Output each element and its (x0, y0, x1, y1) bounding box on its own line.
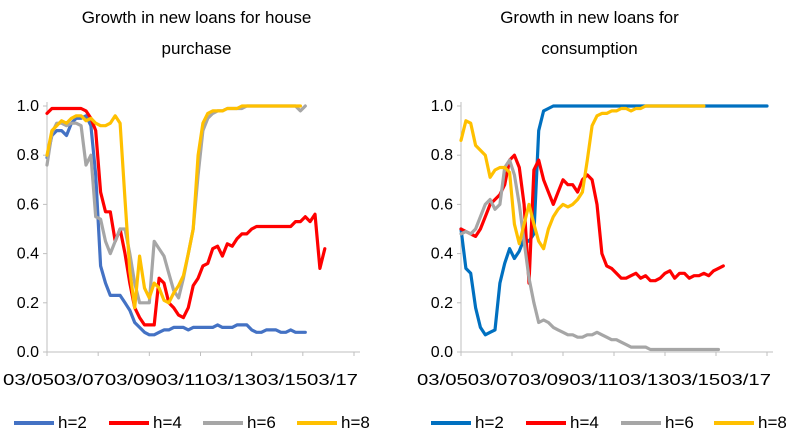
x-tick-label: 03/13 (205, 372, 256, 389)
legend-item: h=4 (109, 412, 182, 434)
y-tick-label: 0.2 (17, 295, 39, 312)
legend-item: h=2 (14, 412, 87, 434)
x-tick-label: 03/09 (105, 372, 156, 389)
legend-swatch (526, 421, 566, 425)
x-tick-label: 03/17 (307, 372, 358, 389)
legend-item: h=4 (526, 412, 599, 434)
y-tick-label: 0.4 (17, 246, 39, 263)
series-line-h8 (45, 104, 302, 310)
legend-label: h=6 (665, 413, 694, 432)
x-tick-labels: 03/05 03/07 03/09 03/11 03/13 03/15 03/17 (3, 372, 358, 389)
legend-swatch (714, 421, 754, 425)
chart-title-line-1: Growth in new loans for (500, 8, 679, 27)
x-tick-label: 03/09 (519, 372, 570, 389)
series-line-h4 (459, 153, 725, 285)
legend-label: h=6 (247, 413, 276, 432)
legend-item: h=2 (431, 412, 504, 434)
legend-item: h=6 (203, 412, 276, 434)
legend-item: h=8 (297, 412, 370, 434)
y-tick-label: 0.8 (17, 147, 39, 164)
x-tick-label: 03/15 (669, 372, 720, 389)
legend-swatch (621, 421, 661, 425)
legend-label: h=2 (475, 413, 504, 432)
x-tick-label: 03/15 (256, 372, 307, 389)
x-tick-label: 03/07 (468, 372, 519, 389)
line-chart-house-purchase: 0.00.20.40.60.81.003/05 03/07 03/09 03/11 03… (3, 98, 360, 389)
x-tick-label: 03/17 (720, 372, 771, 389)
y-tick-label: 1.0 (431, 98, 453, 115)
x-tick-label: 03/07 (54, 372, 105, 389)
chart-title-line-2: purchase (161, 39, 232, 58)
legend-label: h=2 (58, 413, 87, 432)
legend-label: h=8 (341, 413, 370, 432)
x-tick-label: 03/11 (156, 372, 206, 389)
legend-label: h=4 (153, 413, 182, 432)
chart-panel-right: Growth in new loans for consumption 0.0 0… (393, 0, 786, 437)
legend-item: h=6 (621, 412, 694, 434)
legend-swatch (14, 421, 54, 425)
series-line-h6 (459, 158, 720, 352)
legend-swatch (109, 421, 149, 425)
chart-title: Growth in new loans for house purchase (0, 2, 393, 64)
series-line-h4 (45, 106, 327, 327)
chart-title-line-1: Growth in new loans for house (81, 8, 312, 27)
chart-title-line-2: consumption (541, 39, 638, 58)
y-tick-label: 0.6 (17, 196, 39, 213)
series-line-h2 (45, 114, 307, 337)
x-tick-label: 03/13 (619, 372, 670, 389)
legend-label: h=8 (758, 413, 786, 432)
series-line-h8 (459, 104, 706, 251)
y-tick-label: 0.4 (431, 246, 453, 263)
y-tick-label: 0.2 (431, 295, 453, 312)
legend-swatch (297, 421, 337, 425)
y-tick-label: 0.6 (431, 196, 453, 213)
y-tick-label: 0.0 (431, 344, 453, 361)
chart-title: Growth in new loans for consumption (393, 2, 786, 64)
legend-item: h=8 (714, 412, 786, 434)
line-chart-consumption: 0.00.20.40.60.81.003/05 03/07 03/09 03/11 03… (417, 98, 773, 389)
y-tick-label: 0.8 (431, 147, 453, 164)
x-tick-labels: 03/05 03/07 03/09 03/11 03/13 03/15 03/17 (417, 372, 771, 389)
series-line-h6 (45, 104, 307, 305)
y-tick-label: 1.0 (17, 98, 39, 115)
series-line-h2 (459, 104, 769, 337)
x-tick-label: 03/11 (569, 372, 618, 389)
chart-panel-left: Growth in new loans for house purchase 0… (0, 2, 393, 389)
x-tick-label: 03/05 (417, 372, 468, 389)
legend-swatch (431, 421, 471, 425)
legend-swatch (203, 421, 243, 425)
x-tick-label: 03/05 (3, 372, 54, 389)
legend-label: h=4 (570, 413, 599, 432)
legend: h=2 h=4 h=6 h=8 h=2 h=4 h=6 h=8 (0, 412, 786, 434)
y-tick-label: 0.0 (17, 344, 39, 361)
